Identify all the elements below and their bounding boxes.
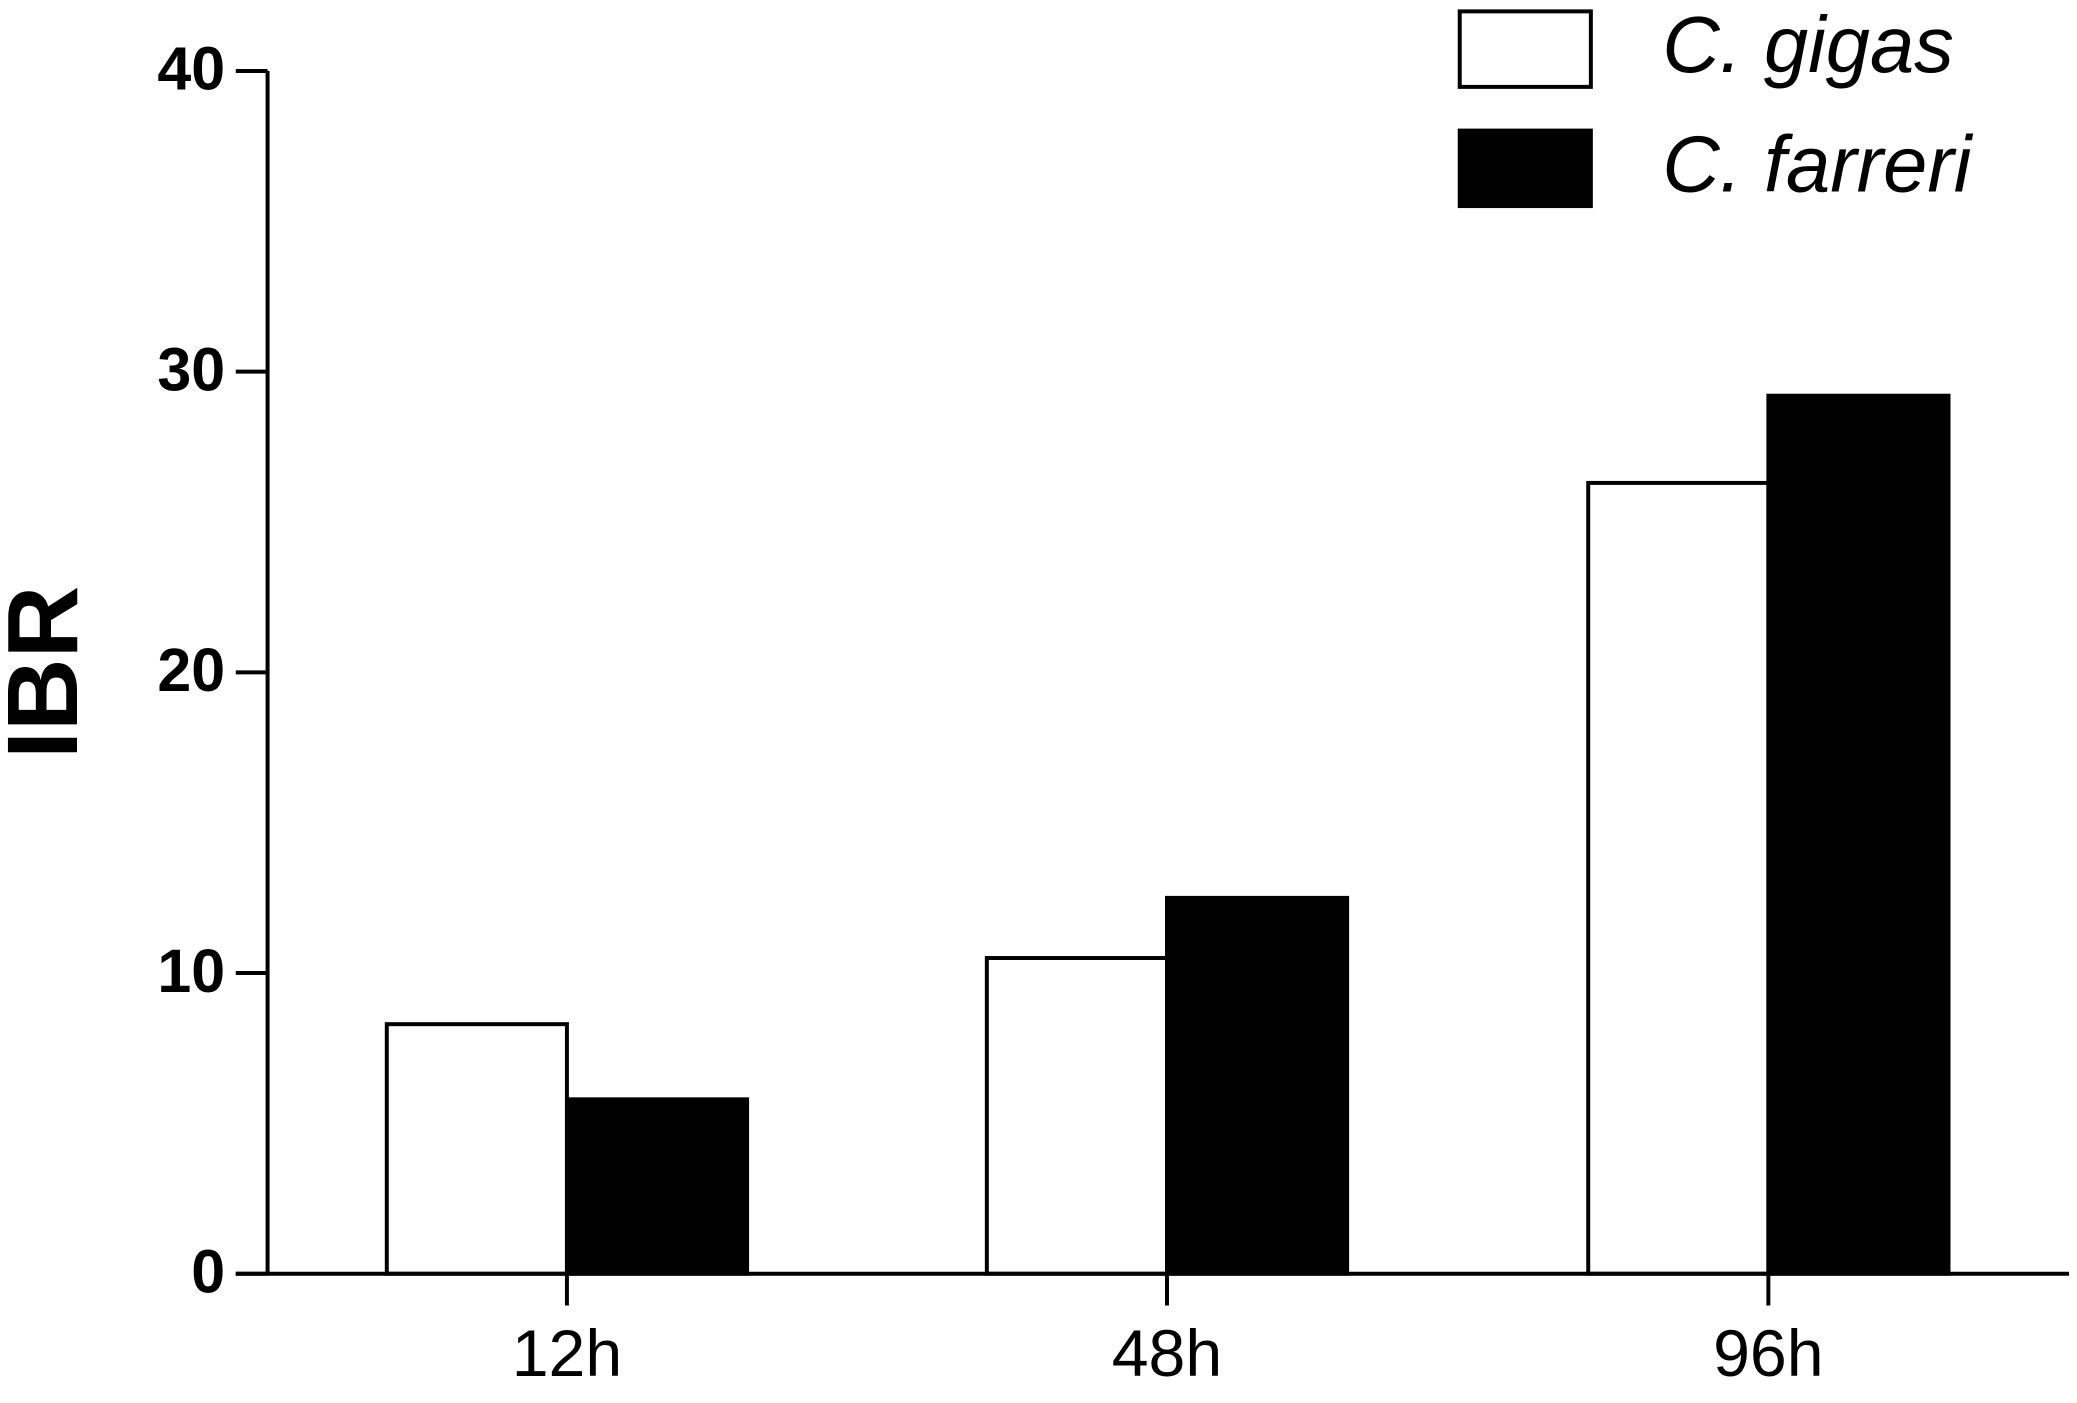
bar [384,1022,569,1276]
bar [1766,393,1951,1276]
bar [984,956,1169,1276]
legend-swatch [1457,9,1593,89]
y-tick-label: 10 [157,937,225,1005]
y-tick-label: 30 [157,335,225,403]
x-tick-label: 48h [1112,1317,1222,1391]
legend-swatch [1457,128,1593,209]
bar [1586,480,1771,1276]
x-tick-label: 96h [1713,1317,1823,1391]
bar [1165,895,1350,1276]
x-tick-label: 12h [512,1317,622,1391]
legend-label: C. gigas [1662,0,1954,89]
y-axis-label: IBR [0,586,99,759]
y-tick-label: 20 [157,636,225,704]
legend-label: C. farreri [1662,119,1973,208]
y-tick-label: 40 [157,35,225,103]
y-tick-label: 0 [191,1237,225,1305]
bar [564,1097,750,1276]
